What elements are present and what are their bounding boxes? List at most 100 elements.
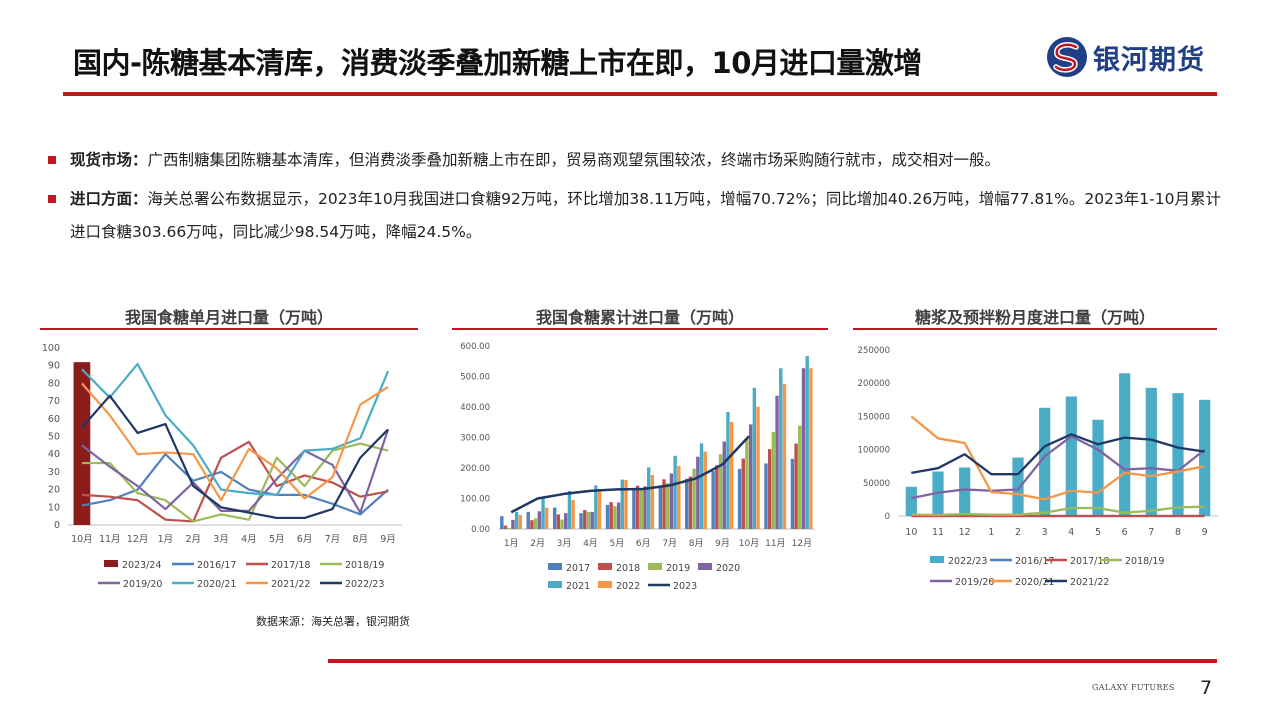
y-tick-label-1: 50000 [863,479,890,489]
y-tick-label-1: 100.00 [460,495,490,505]
bar-2019-6 [666,483,670,529]
bar-2022/23-4 [1012,457,1024,516]
legend-label-c2-3: 2020 [716,563,740,574]
bar-2022-1 [545,507,549,529]
legend-label-c1-7: 2022/23 [345,579,384,590]
bar-2023-24-0 [73,362,91,525]
bar-2022/23-10 [1172,393,1184,516]
bar-2020-11 [801,368,806,529]
bar-2018-4 [609,502,613,529]
legend-swatch-c2-4 [548,581,562,588]
bar-2021-3 [594,485,598,529]
bullet-label: 进口方面： [70,190,148,208]
bullet-imports: 进口方面：海关总署公布数据显示，2023年10月我国进口食糖92万吨，环比增加3… [48,183,1233,249]
bar-2020-8 [722,441,726,529]
bar-2022-8 [729,421,734,529]
bar-2020-9 [748,424,753,529]
bar-2019-3 [586,511,591,529]
y-tick-label-3: 30 [48,467,60,478]
y-tick-label-5: 250000 [858,346,890,356]
bar-2019-11 [798,425,802,529]
bar-2021-9 [752,387,757,529]
line-series-2016/17 [81,453,389,516]
line-series-2023 [510,435,750,514]
bar-2022-10 [782,384,787,529]
bar-2018-1 [530,520,534,529]
x-tick-label-6: 4 [1068,527,1074,538]
bar-2022/23-0 [905,486,917,516]
bar-2019-2 [560,519,564,529]
chart2-title-rule [452,328,828,330]
y-tick-label-6: 60 [48,414,60,425]
y-tick-label-0: 0 [54,520,60,531]
x-tick-label-10: 11月 [765,538,785,549]
x-tick-label-10: 8 [1175,527,1181,538]
legend-swatch-c1-0 [104,560,118,567]
x-tick-label-8: 9月 [715,538,730,549]
x-tick-label-3: 4月 [583,538,598,549]
bar-2022-4 [624,479,628,529]
y-tick-label-4: 400.00 [460,403,490,413]
summary-bullets: 现货市场：广西制糖集团陈糖基本清库，但消费淡季叠加新糖上市在即，贸易商观望氛围较… [48,144,1233,249]
bar-2017-11 [790,458,795,529]
y-tick-label-9: 90 [48,361,60,372]
bar-2019-0 [507,528,511,529]
bar-2020-6 [669,473,674,529]
legend-label-c1-5: 2020/21 [197,579,236,590]
legend-swatch-c2-2 [648,563,662,570]
bar-2021-8 [726,411,730,529]
company-logo: 银河期货 [1045,34,1205,80]
bar-2021-2 [567,490,572,529]
bar-2018-9 [741,458,745,529]
x-tick-label-9: 7月 [325,534,341,545]
bar-2022-0 [518,514,523,529]
x-tick-label-0: 1月 [504,538,519,549]
line-series-2022/23 [81,394,389,520]
y-tick-label-7: 70 [48,396,60,407]
bar-2017-2 [552,507,557,529]
x-tick-label-5: 6月 [636,538,651,549]
x-tick-label-5: 3月 [213,534,229,545]
bar-2017-0 [500,516,504,529]
x-tick-label-4: 2月 [185,534,201,545]
bar-2019-10 [771,432,776,529]
bar-2018-6 [662,479,666,529]
y-tick-label-0: 0 [885,512,890,522]
bar-2022/23-2 [959,467,971,516]
bar-2020-3 [590,511,594,529]
chart1-title: 我国食糖单月进口量（万吨） [124,308,333,327]
legend-label-c1-2: 2017/18 [271,560,310,571]
bar-2018-10 [767,449,772,529]
y-tick-label-2: 20 [48,485,60,496]
x-tick-label-0: 10月 [71,534,93,545]
bar-2018-8 [715,465,719,529]
x-tick-label-4: 5月 [610,538,625,549]
bar-2017-6 [658,485,663,529]
page-number: 7 [1200,677,1213,699]
chart3-title-rule [853,328,1217,330]
bar-2020-4 [616,502,621,529]
x-tick-label-0: 10 [905,527,917,538]
line-series-2018/19 [911,505,1205,517]
x-tick-label-10: 8月 [352,534,368,545]
bar-2020-7 [696,456,700,529]
x-tick-label-3: 1月 [158,534,174,545]
chart2-title: 我国食糖累计进口量（万吨） [535,308,744,327]
bar-2019-4 [613,506,617,529]
bar-2022/23-11 [1199,399,1211,516]
x-tick-label-7: 5 [1095,527,1101,538]
bar-2022-11 [809,368,813,529]
x-tick-label-6: 4月 [241,534,257,545]
legend-label-c3-6: 2021/22 [1070,577,1109,588]
line-series-2017/18 [81,440,389,523]
line-series-2021/22 [911,433,1205,476]
y-tick-label-2: 200.00 [460,464,490,474]
y-tick-label-5: 50 [48,432,60,443]
y-tick-label-6: 600.00 [460,342,490,352]
y-tick-label-0: 0.00 [471,525,490,535]
x-tick-label-1: 2月 [530,538,545,549]
x-tick-label-1: 11月 [99,534,121,545]
bar-2018-11 [794,443,798,529]
